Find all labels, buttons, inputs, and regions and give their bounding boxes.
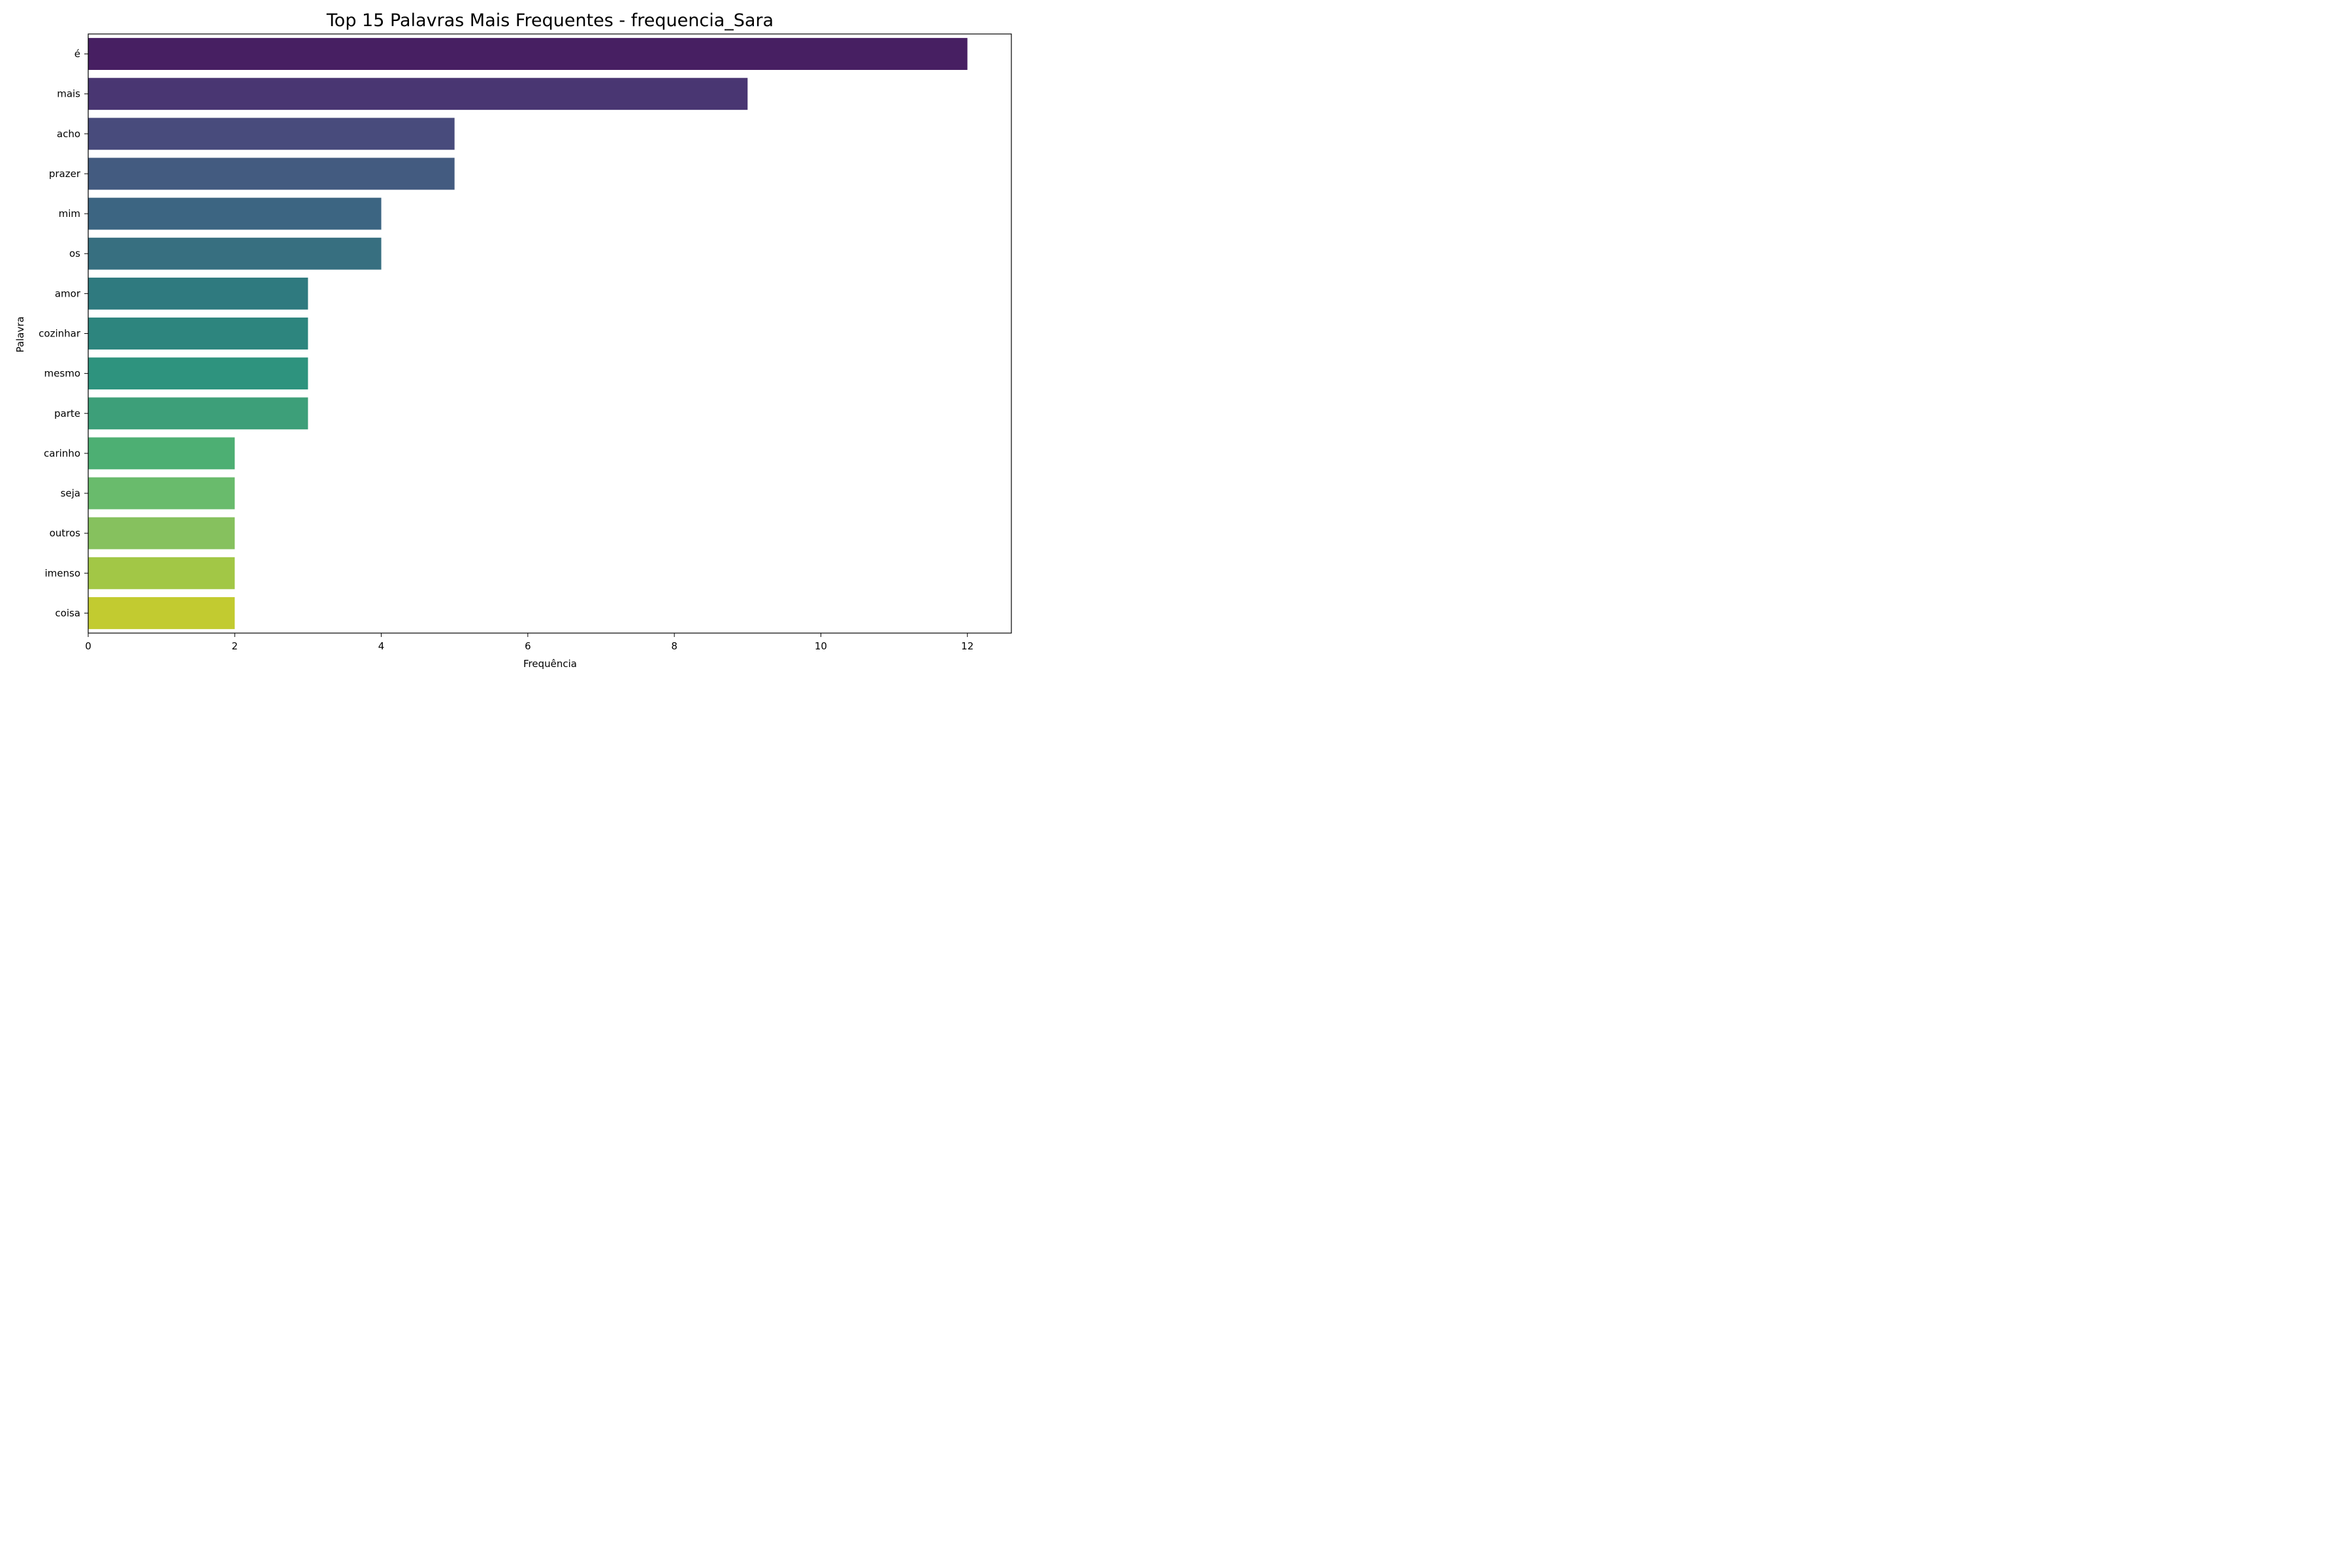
y-tick-label: acho bbox=[57, 128, 80, 140]
bar-7 bbox=[88, 318, 308, 350]
plot-frame bbox=[88, 33, 1012, 634]
bar-14 bbox=[88, 596, 235, 629]
x-tick-label: 4 bbox=[378, 640, 385, 652]
bar-12 bbox=[88, 517, 235, 549]
bar-11 bbox=[88, 477, 235, 510]
y-tick-label: mesmo bbox=[44, 368, 80, 380]
bars-group bbox=[88, 38, 968, 629]
bar-3 bbox=[88, 157, 455, 190]
y-axis-label: Palavra bbox=[14, 316, 26, 352]
bar-chart: Top 15 Palavras Mais Frequentes - freque… bbox=[0, 0, 1024, 683]
bar-9 bbox=[88, 397, 308, 430]
bar-2 bbox=[88, 118, 455, 150]
x-tick-label: 12 bbox=[961, 640, 973, 652]
bar-10 bbox=[88, 437, 235, 470]
bar-13 bbox=[88, 557, 235, 589]
y-tick-label: imenso bbox=[44, 567, 80, 579]
y-tick-label: mais bbox=[57, 88, 80, 100]
y-tick-label: parte bbox=[54, 408, 80, 419]
bar-4 bbox=[88, 197, 382, 230]
bar-1 bbox=[88, 78, 748, 110]
y-tick-label: mim bbox=[59, 208, 80, 220]
y-axis-ticks: é mais acho prazer mim os amor cozinhar mesmo par… bbox=[39, 48, 88, 619]
y-tick-label: prazer bbox=[49, 168, 81, 180]
chart-title: Top 15 Palavras Mais Frequentes - freque… bbox=[326, 10, 774, 31]
y-tick-label: carinho bbox=[44, 448, 80, 459]
y-tick-label: os bbox=[69, 248, 80, 259]
bar-0 bbox=[88, 38, 968, 71]
x-tick-label: 0 bbox=[85, 640, 91, 652]
bar-6 bbox=[88, 277, 308, 310]
bar-8 bbox=[88, 357, 308, 390]
y-tick-label: cozinhar bbox=[39, 328, 81, 340]
x-tick-label: 2 bbox=[232, 640, 238, 652]
x-tick-label: 8 bbox=[671, 640, 678, 652]
x-axis-ticks: 0 2 4 6 8 10 12 bbox=[85, 633, 973, 652]
x-tick-label: 10 bbox=[815, 640, 827, 652]
y-tick-label: outros bbox=[50, 527, 81, 539]
bar-5 bbox=[88, 237, 382, 270]
x-axis-label: Frequência bbox=[523, 658, 577, 670]
y-tick-label: coisa bbox=[55, 607, 80, 619]
y-tick-label: é bbox=[74, 48, 80, 60]
y-tick-label: seja bbox=[61, 487, 80, 499]
x-tick-label: 6 bbox=[525, 640, 531, 652]
y-tick-label: amor bbox=[55, 287, 81, 299]
